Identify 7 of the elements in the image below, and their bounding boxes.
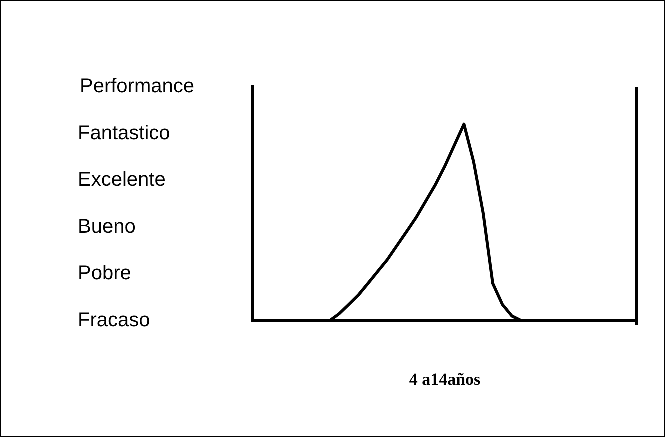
text: Bueno	[78, 216, 136, 238]
y-axis-title: Performance	[80, 76, 194, 98]
text: Fantastico	[78, 122, 170, 144]
text: Excelente	[78, 169, 166, 192]
text: Pobre	[78, 262, 132, 285]
x-axis-title: 4 a14años	[409, 370, 482, 390]
text: Fracaso	[78, 310, 150, 332]
